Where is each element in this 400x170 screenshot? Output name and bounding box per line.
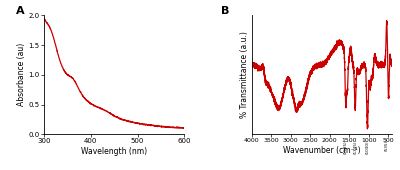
Y-axis label: Absorbance (au): Absorbance (au) (17, 43, 26, 106)
Text: (1585): (1585) (344, 140, 348, 154)
Text: (1030): (1030) (366, 140, 370, 154)
Text: B: B (221, 6, 229, 16)
Text: A: A (16, 6, 24, 16)
X-axis label: Wavenumber (cm⁻¹): Wavenumber (cm⁻¹) (283, 146, 361, 155)
Text: (1345): (1345) (353, 140, 357, 154)
Text: (535): (535) (385, 140, 389, 151)
Y-axis label: % Transmittance (a.u.): % Transmittance (a.u.) (240, 31, 249, 118)
X-axis label: Wavelength (nm): Wavelength (nm) (81, 147, 147, 156)
